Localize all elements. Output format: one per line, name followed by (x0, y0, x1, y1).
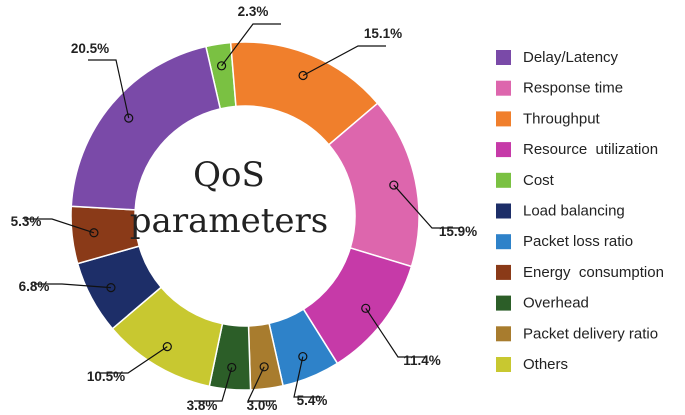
leader-line-delay-latency (88, 59, 130, 119)
legend-swatch-resource-utilization (496, 142, 511, 158)
leader-dot-packet-loss-ratio (298, 351, 308, 362)
legend-swatch-throughput (496, 111, 511, 127)
leader-line-cost (221, 23, 281, 67)
leader-dot-delay-latency (124, 113, 134, 123)
label-others: 10.5% (87, 369, 125, 384)
leader-dot-response-time (389, 180, 399, 190)
label-energy-consumption: 5.3% (11, 214, 42, 229)
legend-swatch-others (496, 357, 511, 372)
legend-label-overhead: Overhead (523, 295, 589, 312)
legend-label-delay-latency: Delay/Latency (523, 49, 619, 66)
legend-label-others: Others (523, 356, 568, 373)
label-throughput: 15.1% (364, 26, 402, 41)
leader-dot-resource-utilization (361, 303, 371, 313)
center-label-line2: parameters (130, 201, 328, 241)
leader-line-load-balancing (34, 283, 111, 289)
legend-swatch-packet-delivery-ratio (496, 326, 511, 342)
legend-label-cost: Cost (523, 172, 555, 189)
label-load-balancing: 6.8% (19, 279, 50, 294)
label-packet-loss-ratio: 5.4% (297, 393, 328, 408)
legend-label-response-time: Response time (523, 80, 623, 97)
label-cost: 2.3% (238, 4, 269, 19)
label-response-time: 15.9% (439, 224, 477, 239)
legend-swatch-delay-latency (496, 50, 511, 65)
legend-label-load-balancing: Load balancing (523, 203, 625, 220)
legend-swatch-load-balancing (496, 203, 511, 219)
leader-line-resource-utilization (365, 307, 426, 358)
legend-label-energy-consumption: Energy consumption (523, 264, 664, 281)
leader-lines (24, 23, 460, 402)
leader-dot-packet-delivery-ratio (259, 362, 269, 372)
legend-swatch-overhead (496, 295, 511, 311)
legend-label-packet-loss-ratio: Packet loss ratio (523, 233, 633, 250)
leader-line-response-time (393, 184, 460, 229)
percentage-labels: 2.3% 15.1% 15.9% 11.4% 5.4% 3.0% 3.8% 10.5% 6.8%… (11, 4, 478, 413)
legend-label-packet-delivery-ratio: Packet delivery ratio (523, 325, 658, 342)
legend-swatch-energy-consumption (496, 264, 511, 280)
leader-dot-load-balancing (106, 283, 116, 293)
leader-dot-overhead (227, 362, 237, 373)
legend-swatch-cost (496, 172, 511, 188)
leader-line-others (100, 346, 168, 374)
leader-line-overhead (194, 367, 233, 402)
leader-line-energy-consumption (24, 218, 95, 234)
label-overhead: 3.8% (187, 398, 218, 413)
leader-line-throughput (302, 45, 386, 77)
legend: Delay/Latency Response time Throughput Reso… (496, 49, 664, 373)
label-packet-delivery-ratio: 3.0% (247, 398, 278, 413)
leader-dot-cost (216, 61, 227, 71)
leader-dot-energy-consumption (89, 228, 99, 238)
leader-dot-others (162, 342, 172, 352)
leader-line-packet-loss-ratio (293, 356, 322, 398)
leader-line-packet-delivery-ratio (247, 366, 276, 402)
legend-label-throughput: Throughput (523, 110, 601, 127)
legend-label-resource-utilization: Resource utilization (523, 141, 658, 158)
label-delay-latency: 20.5% (71, 41, 109, 56)
label-resource-utilization: 11.4% (403, 353, 441, 368)
leader-dot-throughput (298, 70, 308, 81)
legend-swatch-packet-loss-ratio (496, 234, 511, 250)
slices (70, 41, 420, 391)
center-label-line1: QoS (193, 155, 265, 195)
legend-swatch-response-time (496, 80, 511, 96)
slice-delay-latency (70, 45, 222, 211)
